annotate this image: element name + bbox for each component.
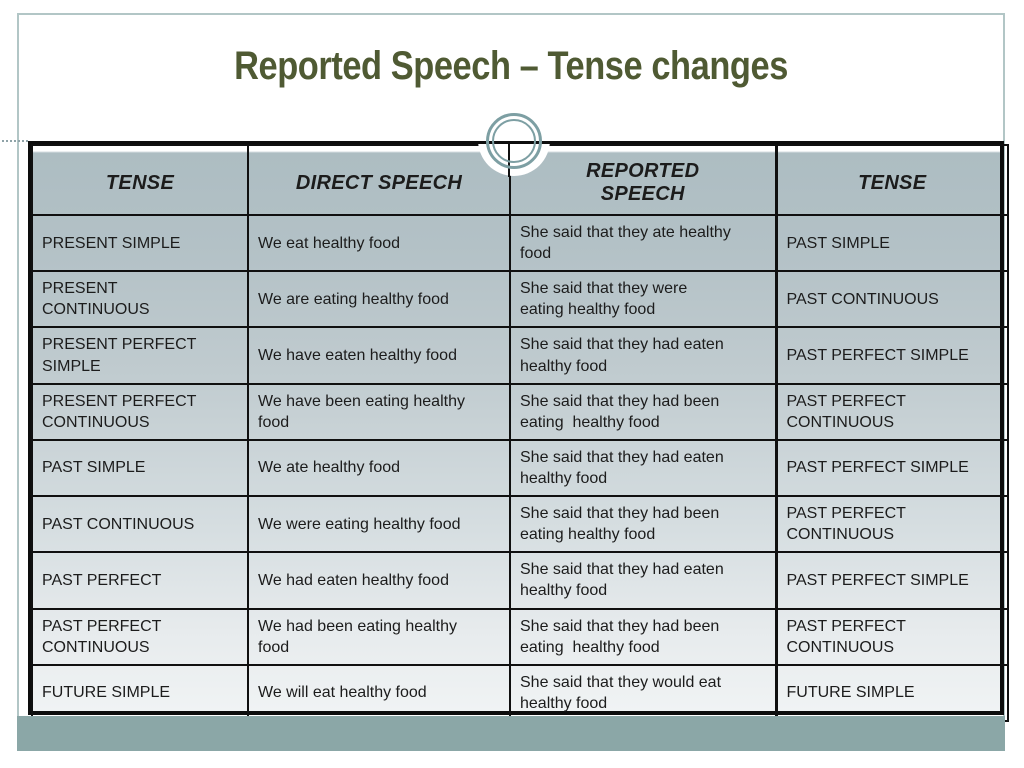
circle-ornament-icon bbox=[486, 113, 542, 169]
direct-speech-cell: We have eaten healthy food bbox=[247, 326, 511, 385]
reported-speech-cell: She said that they had been eating healt… bbox=[509, 495, 777, 554]
direct-speech-cell: We have been eating healthy food bbox=[247, 382, 511, 441]
slide-title: Reported Speech – Tense changes bbox=[234, 44, 788, 88]
table-row: PAST CONTINUOUS We were eating healthy f… bbox=[31, 495, 1009, 554]
tense-to-cell: PAST CONTINUOUS bbox=[774, 270, 1009, 329]
tense-to-cell: PAST PERFECT CONTINUOUS bbox=[774, 382, 1009, 441]
direct-speech-cell: We had eaten healthy food bbox=[247, 551, 511, 610]
tense-from-cell: PAST CONTINUOUS bbox=[31, 495, 249, 554]
tense-to-cell: PAST PERFECT SIMPLE bbox=[774, 438, 1009, 498]
table-row: PAST SIMPLE We ate healthy food She said… bbox=[31, 438, 1009, 498]
table-row: PAST PERFECT CONTINUOUS We had been eati… bbox=[31, 607, 1009, 666]
tense-to-cell: PAST PERFECT SIMPLE bbox=[774, 326, 1009, 385]
tense-from-cell: PAST PERFECT bbox=[31, 551, 249, 610]
tense-from-cell: PAST SIMPLE bbox=[31, 438, 249, 498]
column-header-tense-to: TENSE bbox=[774, 144, 1009, 216]
direct-speech-cell: We ate healthy food bbox=[247, 438, 511, 498]
column-header-tense-from: TENSE bbox=[31, 144, 249, 216]
reported-speech-cell: She said that they had been eating healt… bbox=[509, 382, 777, 441]
table-row: FUTURE SIMPLE We will eat healthy food S… bbox=[31, 663, 1009, 722]
reported-speech-cell: She said that they had eaten healthy foo… bbox=[509, 438, 777, 498]
tense-changes-table: TENSE DIRECT SPEECH REPORTED SPEECH TENS… bbox=[31, 144, 1009, 722]
table-row: PRESENT PERFECT SIMPLE We have eaten hea… bbox=[31, 326, 1009, 385]
table-row: PRESENT PERFECT CONTINUOUS We have been … bbox=[31, 382, 1009, 441]
tense-to-cell: PAST PERFECT CONTINUOUS bbox=[774, 607, 1009, 666]
direct-speech-cell: We will eat healthy food bbox=[247, 663, 511, 722]
tense-from-cell: FUTURE SIMPLE bbox=[31, 663, 249, 722]
column-header-reported-speech: REPORTED SPEECH bbox=[509, 144, 777, 216]
circle-ornament-inner-icon bbox=[492, 119, 536, 163]
reported-speech-cell: She said that they would eat healthy foo… bbox=[509, 663, 777, 722]
tense-changes-table-container: TENSE DIRECT SPEECH REPORTED SPEECH TENS… bbox=[28, 141, 1009, 722]
tense-from-cell: PRESENT PERFECT SIMPLE bbox=[31, 326, 249, 385]
reported-speech-cell: She said that they had eaten healthy foo… bbox=[509, 326, 777, 385]
direct-speech-cell: We were eating healthy food bbox=[247, 495, 511, 554]
tense-to-cell: PAST PERFECT CONTINUOUS bbox=[774, 495, 1009, 554]
reported-speech-cell: She said that they had been eating healt… bbox=[509, 607, 777, 666]
tense-to-cell: PAST PERFECT SIMPLE bbox=[774, 551, 1009, 610]
guide-dashes-decoration bbox=[2, 140, 28, 142]
tense-to-cell: FUTURE SIMPLE bbox=[774, 663, 1009, 722]
column-header-direct-speech: DIRECT SPEECH bbox=[247, 144, 511, 216]
table-row: PRESENT SIMPLE We eat healthy food She s… bbox=[31, 213, 1009, 273]
direct-speech-cell: We had been eating healthy food bbox=[247, 607, 511, 666]
reported-speech-cell: She said that they ate healthy food bbox=[509, 213, 777, 273]
tense-from-cell: PAST PERFECT CONTINUOUS bbox=[31, 607, 249, 666]
header-row: TENSE DIRECT SPEECH REPORTED SPEECH TENS… bbox=[31, 144, 1009, 216]
tense-from-cell: PRESENT CONTINUOUS bbox=[31, 270, 249, 329]
table-row: PAST PERFECT We had eaten healthy food S… bbox=[31, 551, 1009, 610]
tense-from-cell: PRESENT PERFECT CONTINUOUS bbox=[31, 382, 249, 441]
reported-speech-cell: She said that they had eaten healthy foo… bbox=[509, 551, 777, 610]
table-row: PRESENT CONTINUOUS We are eating healthy… bbox=[31, 270, 1009, 329]
tense-to-cell: PAST SIMPLE bbox=[774, 213, 1009, 273]
direct-speech-cell: We eat healthy food bbox=[247, 213, 511, 273]
bottom-accent-band bbox=[17, 716, 1005, 751]
tense-from-cell: PRESENT SIMPLE bbox=[31, 213, 249, 273]
direct-speech-cell: We are eating healthy food bbox=[247, 270, 511, 329]
reported-speech-cell: She said that they were eating healthy f… bbox=[509, 270, 777, 329]
